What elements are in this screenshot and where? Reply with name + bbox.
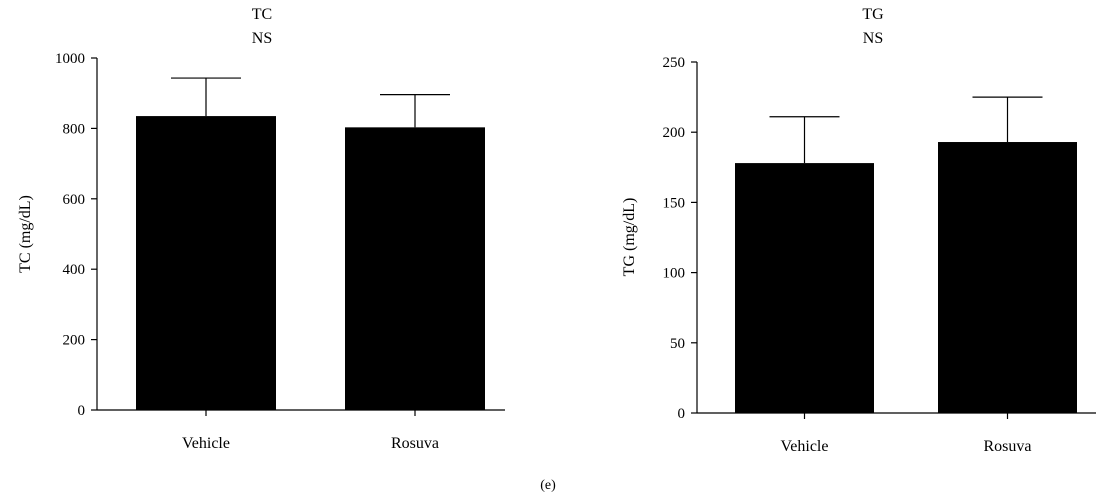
- y-tick-label-tc-1000: 1000: [55, 51, 85, 67]
- y-tick-label-tg-150: 150: [663, 195, 686, 211]
- chart-title-tg: TG: [862, 6, 884, 23]
- y-tick-label-tc-0: 0: [78, 403, 86, 419]
- y-tick-label-tc-800: 800: [63, 121, 86, 137]
- y-axis-label-tc: TC (mg/dL): [17, 195, 34, 273]
- chart-title-tc: TC: [252, 6, 272, 23]
- y-tick-label-tc-200: 200: [63, 333, 86, 349]
- y-axis-label-tg: TG (mg/dL): [621, 198, 638, 277]
- bar-tg-vehicle: [735, 163, 874, 413]
- x-tick-label-tg-rosuva: Rosuva: [984, 438, 1032, 455]
- chart-subtitle-tc: NS: [252, 30, 272, 47]
- y-tick-label-tg-100: 100: [663, 266, 686, 282]
- x-tick-label-tc-rosuva: Rosuva: [391, 435, 439, 452]
- y-tick-label-tg-0: 0: [678, 406, 686, 422]
- bar-tg-rosuva: [938, 142, 1077, 413]
- panel-label: (e): [540, 478, 556, 493]
- chart-tg: TG NS 0 50 100 150 200 250 TG (mg/dL) Vehicle Rosu…: [621, 6, 1096, 455]
- y-tick-label-tg-250: 250: [663, 55, 686, 71]
- chart-subtitle-tg: NS: [863, 30, 883, 47]
- y-tick-label-tg-50: 50: [670, 336, 685, 352]
- y-tick-label-tc-400: 400: [63, 262, 86, 278]
- bar-tc-rosuva: [345, 127, 485, 411]
- x-tick-label-tg-vehicle: Vehicle: [781, 438, 829, 455]
- bar-tc-vehicle: [136, 116, 276, 410]
- chart-tc: TC NS 0 200 400 600 800 1000 TC (mg/dL) Vehicle Ro…: [17, 6, 505, 452]
- y-tick-label-tg-200: 200: [663, 125, 686, 141]
- x-tick-label-tc-vehicle: Vehicle: [182, 435, 230, 452]
- y-tick-label-tc-600: 600: [63, 192, 86, 208]
